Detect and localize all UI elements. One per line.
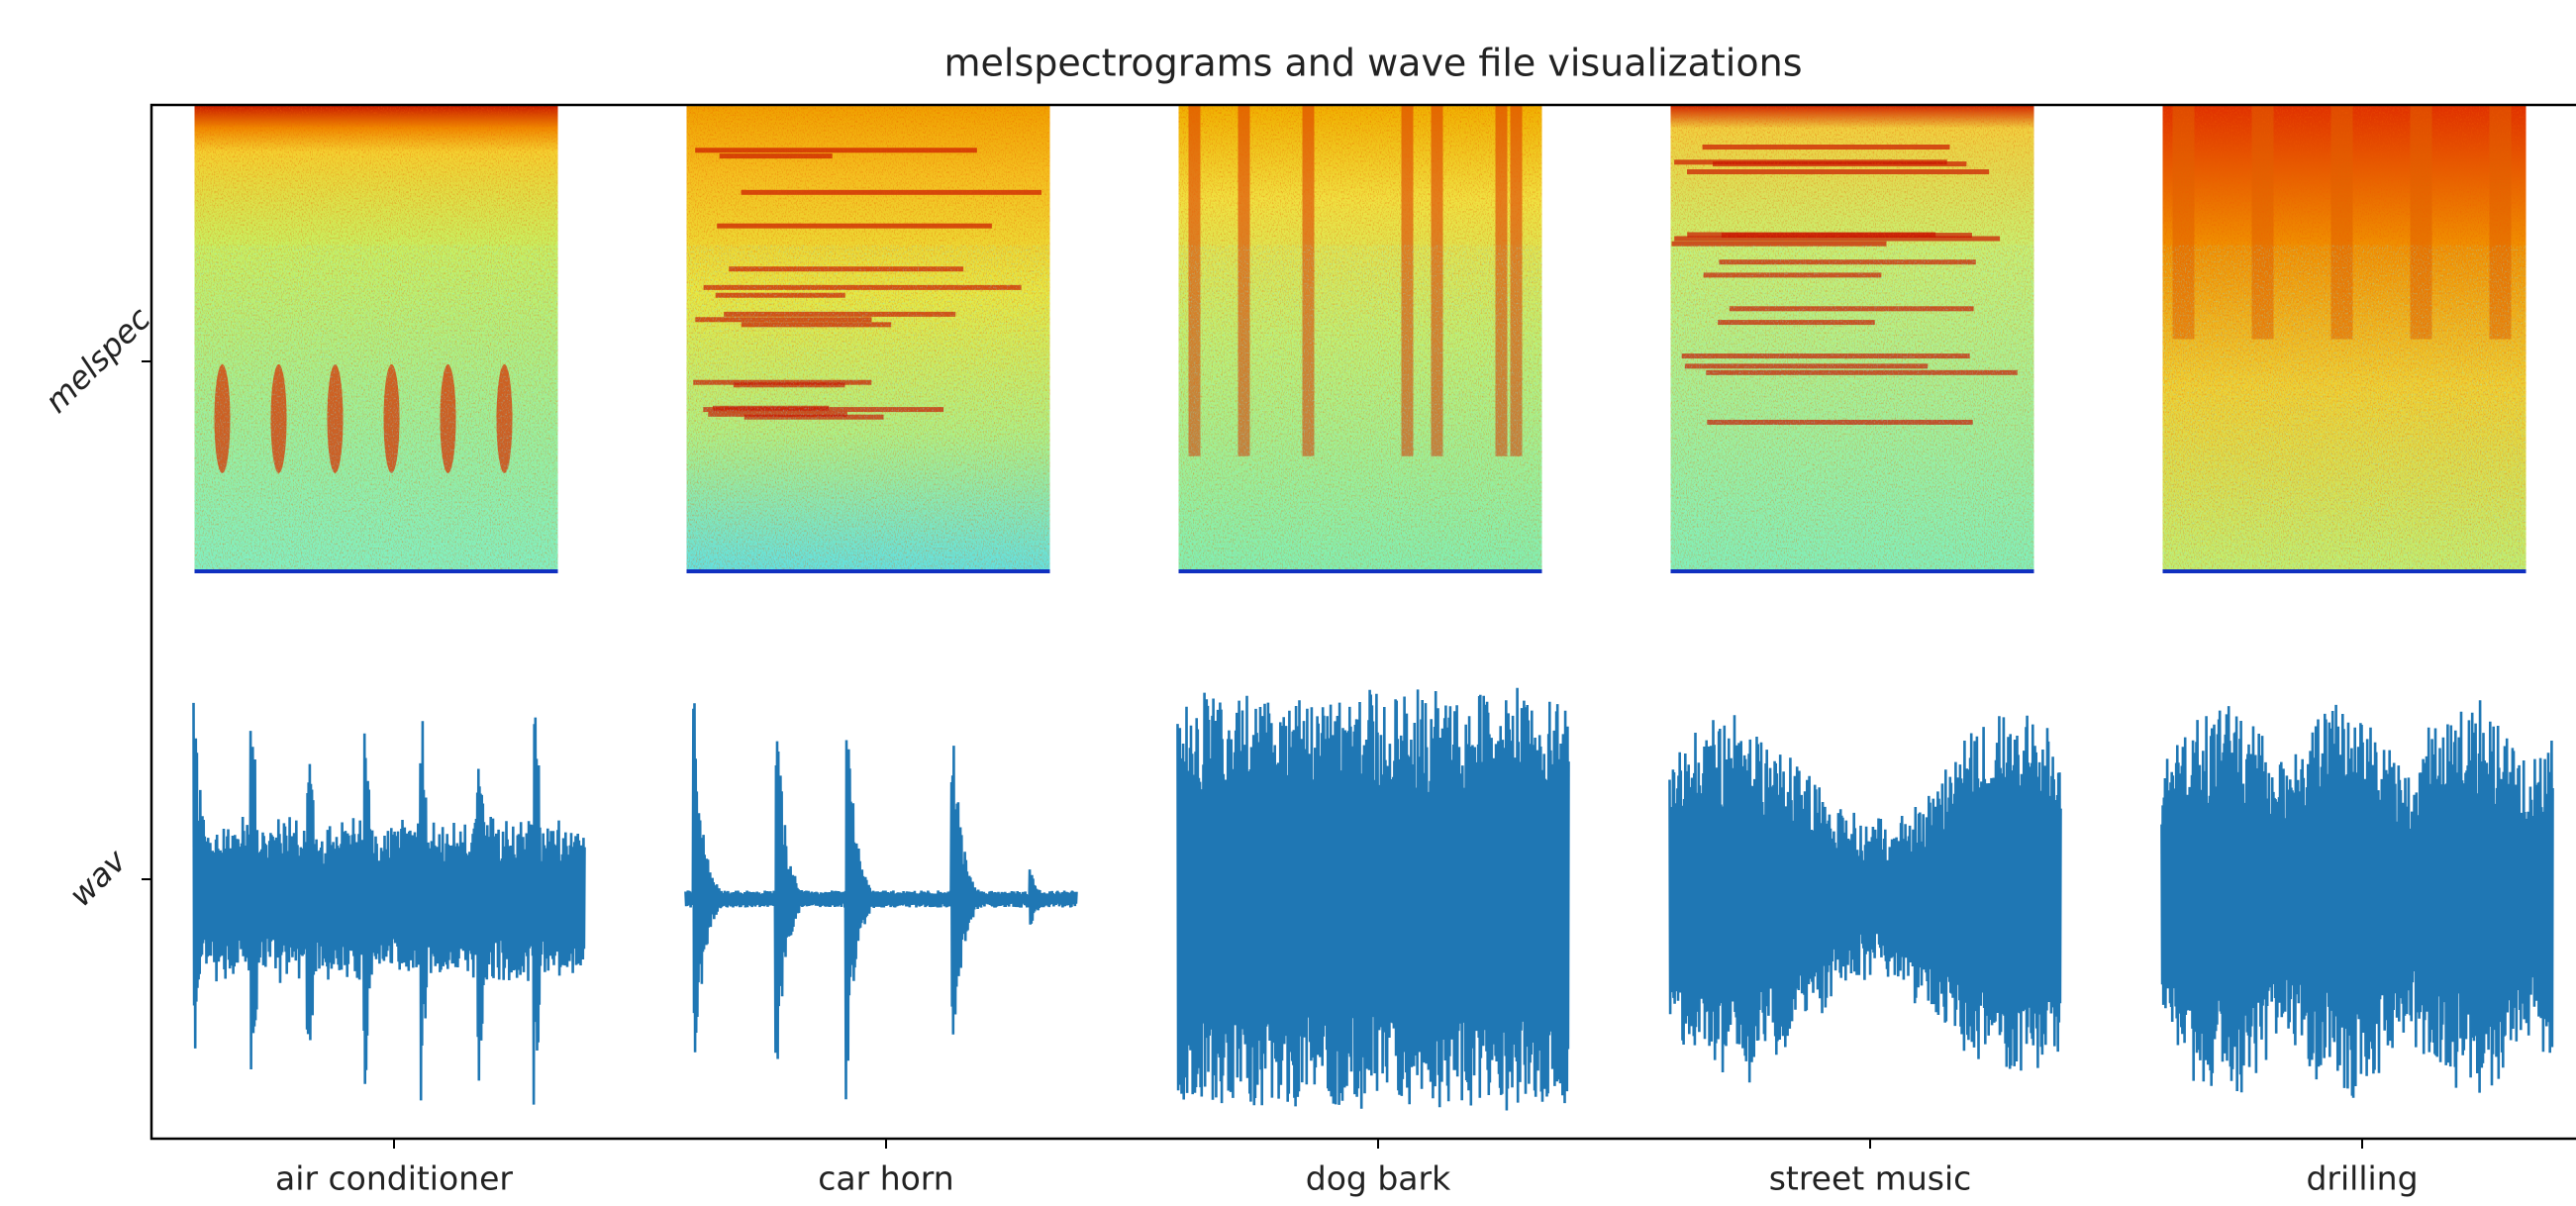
spectrogram-noise [686, 245, 1050, 573]
melspectrogram [2162, 105, 2526, 573]
chart-title: melspectrograms and wave file visualizat… [944, 42, 1803, 85]
x-tick-label: dog bark [1306, 1159, 1451, 1198]
waveform [192, 702, 586, 1105]
spectrogram-floor [1670, 569, 2034, 573]
spectrogram-floor [686, 569, 1050, 573]
spectrogram-floor [194, 569, 558, 573]
melspectrogram [686, 105, 1050, 573]
x-tick-label: car horn [818, 1159, 953, 1198]
spectrogram-floor [2162, 569, 2526, 573]
waveform [1176, 687, 1570, 1111]
waveform [1668, 715, 2062, 1083]
waveform [684, 703, 1078, 1100]
spectrogram-floor [1178, 569, 1542, 573]
x-tick-label: drilling [2306, 1159, 2418, 1198]
x-tick-label: air conditioner [275, 1159, 513, 1198]
y-tick-label: melspec [38, 299, 158, 420]
melspectrogram [1670, 105, 2034, 573]
waveform [2160, 700, 2554, 1098]
plot-area [192, 105, 2554, 1111]
spectrogram-noise [194, 245, 558, 573]
axes-frame [149, 103, 2576, 1141]
melspectrogram [194, 105, 558, 573]
y-tick-label: wav [61, 842, 134, 914]
spectrogram-noise [1670, 245, 2034, 573]
x-tick-label: street music [1769, 1159, 1972, 1198]
spectrogram-noise [2162, 245, 2526, 573]
spectrogram-noise [1178, 245, 1542, 573]
melspectrogram [1178, 105, 1542, 573]
